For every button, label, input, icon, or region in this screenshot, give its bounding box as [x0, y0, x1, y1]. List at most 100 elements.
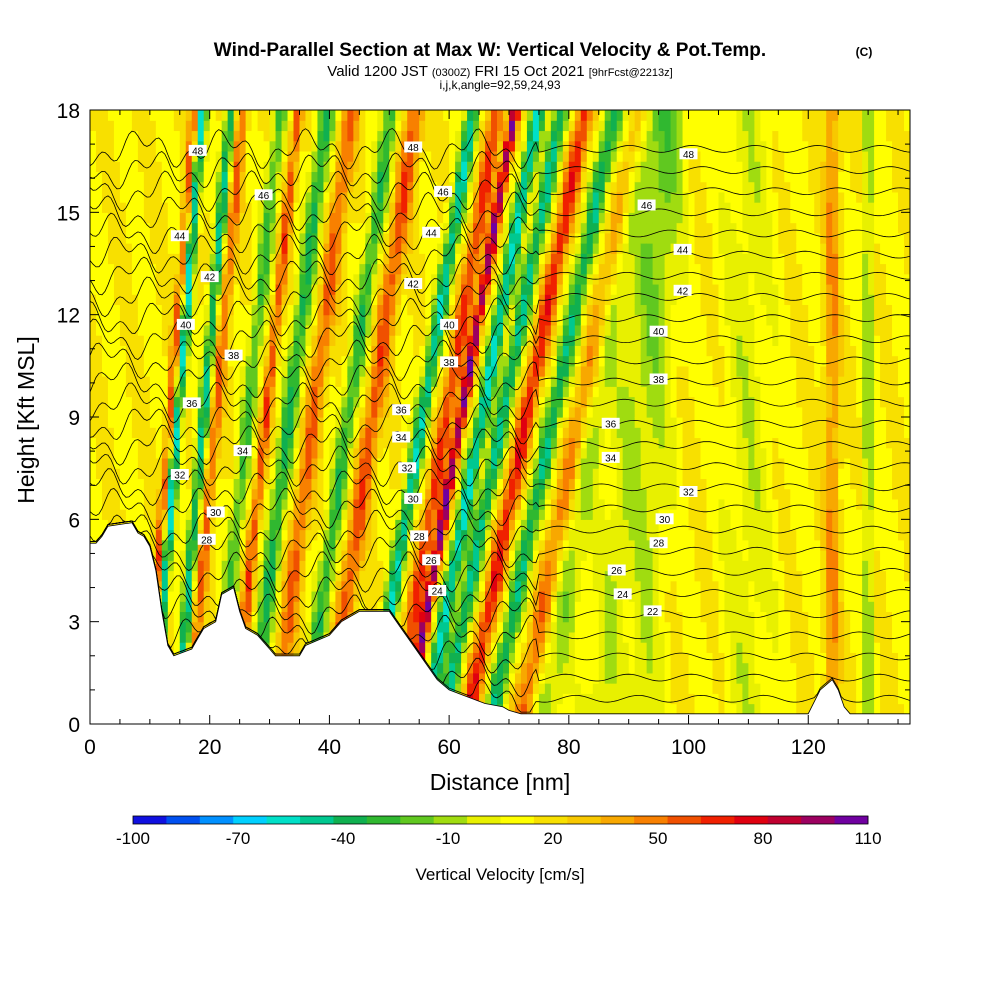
- velocity-cell: [467, 550, 474, 561]
- velocity-cell: [329, 355, 337, 367]
- velocity-cell: [251, 283, 259, 295]
- velocity-cell: [419, 570, 426, 582]
- velocity-cell: [544, 488, 552, 500]
- velocity-cell: [383, 488, 390, 500]
- velocity-cell: [437, 478, 444, 490]
- velocity-cell: [311, 437, 319, 449]
- velocity-cell: [497, 253, 504, 265]
- velocity-cell: [497, 468, 504, 479]
- velocity-cell: [491, 427, 498, 439]
- velocity-cell: [467, 181, 474, 193]
- velocity-cell: [173, 488, 181, 500]
- velocity-cell: [413, 191, 420, 203]
- velocity-cell: [485, 161, 492, 172]
- velocity-cell: [431, 171, 438, 183]
- velocity-cell: [245, 539, 253, 551]
- velocity-cell: [467, 120, 474, 132]
- velocity-cell: [467, 601, 474, 613]
- velocity-cell: [191, 222, 199, 234]
- velocity-cell: [125, 283, 133, 295]
- velocity-cell: [221, 212, 229, 224]
- velocity-cell: [562, 519, 570, 531]
- velocity-cell: [359, 243, 366, 254]
- velocity-cell: [161, 181, 169, 193]
- velocity-cell: [497, 140, 504, 152]
- velocity-cell: [401, 314, 408, 326]
- velocity-cell: [293, 150, 301, 162]
- velocity-cell: [161, 355, 169, 367]
- velocity-cell: [305, 621, 313, 633]
- velocity-cell: [491, 376, 498, 387]
- velocity-cell: [502, 376, 510, 387]
- velocity-cell: [203, 202, 211, 213]
- velocity-cell: [395, 355, 402, 367]
- velocity-cell: [580, 202, 588, 213]
- velocity-cell: [329, 263, 337, 275]
- velocity-cell: [467, 140, 474, 152]
- velocity-cell: [167, 130, 175, 142]
- velocity-cell: [526, 140, 534, 152]
- velocity-cell: [568, 191, 576, 203]
- velocity-cell: [383, 468, 390, 479]
- velocity-cell: [95, 243, 103, 254]
- velocity-cell: [323, 283, 331, 295]
- velocity-cell: [497, 601, 504, 613]
- velocity-cell: [473, 672, 480, 684]
- velocity-cell: [413, 130, 420, 142]
- velocity-cell: [299, 642, 307, 653]
- velocity-cell: [389, 365, 396, 377]
- velocity-cell: [125, 447, 133, 459]
- velocity-cell: [544, 550, 552, 561]
- velocity-cell: [335, 243, 342, 254]
- velocity-cell: [227, 335, 235, 346]
- velocity-cell: [574, 509, 582, 520]
- velocity-cell: [335, 294, 342, 306]
- velocity-cell: [580, 437, 588, 449]
- velocity-cell: [245, 519, 253, 531]
- velocity-cell: [514, 273, 522, 285]
- velocity-cell: [562, 181, 570, 193]
- velocity-cell: [437, 283, 444, 295]
- velocity-cell: [155, 376, 163, 387]
- velocity-cell: [508, 376, 516, 387]
- velocity-cell: [95, 263, 103, 275]
- velocity-cell: [101, 232, 109, 244]
- velocity-cell: [395, 171, 402, 183]
- velocity-cell: [413, 457, 420, 469]
- velocity-cell: [317, 181, 325, 193]
- velocity-cell: [485, 631, 492, 643]
- velocity-cell: [311, 212, 319, 224]
- velocity-cell: [371, 376, 378, 387]
- velocity-cell: [514, 703, 522, 715]
- velocity-cell: [419, 355, 426, 367]
- velocity-cell: [287, 304, 295, 316]
- velocity-cell: [323, 181, 331, 193]
- velocity-cell: [437, 243, 444, 254]
- velocity-cell: [227, 488, 235, 500]
- velocity-cell: [383, 110, 390, 121]
- velocity-cell: [407, 283, 414, 295]
- velocity-cell: [479, 509, 486, 520]
- velocity-cell: [167, 580, 175, 592]
- velocity-cell: [125, 120, 133, 132]
- velocity-cell: [167, 386, 175, 398]
- velocity-cell: [281, 335, 289, 346]
- velocity-cell: [215, 396, 223, 408]
- velocity-cell: [371, 406, 378, 418]
- velocity-cell: [293, 580, 301, 592]
- velocity-cell: [131, 335, 139, 346]
- velocity-cell: [90, 437, 97, 449]
- velocity-cell: [479, 355, 486, 367]
- velocity-cell: [143, 427, 151, 439]
- velocity-cell: [329, 447, 337, 459]
- velocity-cell: [538, 498, 546, 510]
- velocity-cell: [526, 560, 534, 572]
- velocity-cell: [209, 232, 217, 244]
- velocity-cell: [437, 468, 444, 479]
- velocity-cell: [497, 417, 504, 428]
- velocity-cell: [491, 417, 498, 428]
- velocity-cell: [479, 191, 486, 203]
- velocity-cell: [556, 181, 564, 193]
- velocity-cell: [419, 283, 426, 295]
- velocity-cell: [425, 283, 432, 295]
